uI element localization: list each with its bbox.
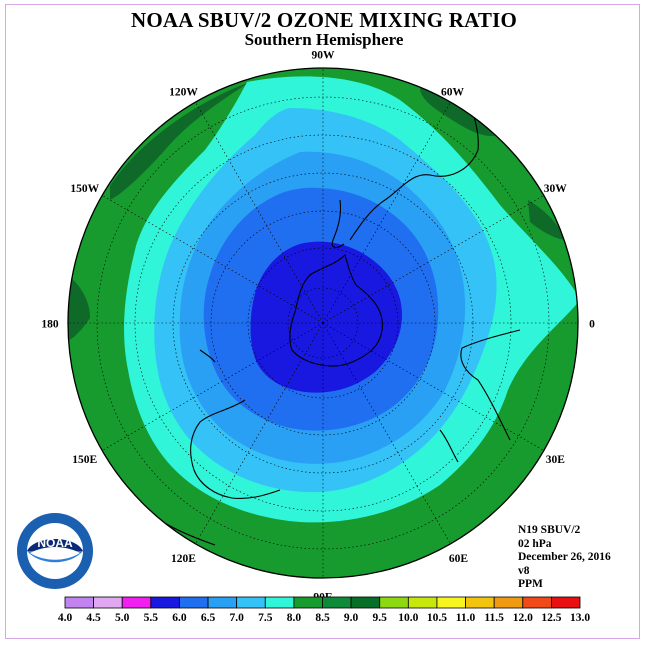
colorbar-swatch (407, 596, 438, 609)
meridian-line (195, 102, 324, 324)
colorbar-tick-label: 12.5 (541, 612, 561, 624)
colorbar-tick-label: 7.5 (258, 612, 273, 624)
colorbar-tick-label: 4.0 (58, 612, 73, 624)
info-date: December 26, 2016 (518, 551, 611, 563)
meridian-line (322, 195, 544, 324)
colorbar-tick-label: 11.0 (456, 612, 476, 624)
meridian-line (322, 322, 451, 544)
colorbar-tick-label: 8.0 (287, 612, 302, 624)
map-boundary (67, 67, 579, 579)
meridian-line (102, 195, 324, 324)
info-panel: N19 SBUV/2 02 hPa December 26, 2016 v8 P… (518, 524, 611, 592)
band-8.5-9.0-patch-ne (420, 88, 500, 136)
colorbar-swatch (465, 596, 495, 609)
longitude-label: 120E (171, 553, 196, 565)
colorbar-swatch (64, 596, 95, 609)
meridians (68, 68, 578, 578)
band-8.5-9.0-patch-w (68, 275, 90, 340)
colorbar-tick-label: 9.0 (344, 612, 359, 624)
longitude-label: 120W (169, 86, 198, 98)
longitude-label: 60E (449, 553, 469, 565)
band-8.5-9.0-patch-nw (110, 82, 250, 200)
colorbar-tick-label: 10.0 (398, 612, 418, 624)
longitude-label: 30W (544, 183, 568, 195)
colorbar-labels: 4.0 4.5 5.0 5.5 6.0 6.5 7.0 7.5 8.0 8.5 9.0 9.5 10.0… (58, 612, 591, 624)
colorbar-swatch (493, 596, 524, 609)
longitude-label: 150W (70, 183, 99, 195)
colorbar-swatch (236, 596, 266, 609)
colorbar-swatch (93, 596, 123, 609)
colorbar-tick-label: 4.5 (86, 612, 101, 624)
meridian-line (195, 322, 324, 544)
longitude-label: 90W (312, 50, 336, 62)
noaa-logo: NOAA (17, 513, 93, 589)
colorbar-swatch (436, 596, 466, 609)
colorbar-swatch (207, 596, 238, 609)
meridian-line (322, 322, 544, 451)
band-8.5-9.0-patch-e (528, 200, 565, 240)
colorbar-swatch (322, 596, 352, 609)
colorbar-swatch (522, 596, 552, 609)
colorbar-swatch (121, 596, 152, 609)
colorbar-swatch (550, 596, 581, 609)
colorbar-tick-label: 6.0 (172, 612, 187, 624)
coastlines (159, 87, 521, 546)
colorbar-swatch (293, 596, 323, 609)
longitude-label: 30E (546, 454, 566, 466)
colorbar-tick-label: 7.0 (229, 612, 244, 624)
longitude-label: 60W (441, 86, 465, 98)
longitude-label: 0 (589, 319, 595, 331)
longitude-label: 150E (72, 454, 97, 466)
info-units: PPM (518, 578, 543, 590)
colorbar (64, 596, 581, 609)
page-subtitle: Southern Hemisphere (244, 30, 404, 49)
colorbar-tick-label: 6.5 (201, 612, 216, 624)
figure-frame (5, 4, 640, 639)
page-title: NOAA SBUV/2 OZONE MIXING RATIO (131, 8, 517, 32)
meridian-line (322, 102, 451, 324)
colorbar-tick-label: 13.0 (570, 612, 590, 624)
info-version: v8 (518, 564, 530, 577)
noaa-logo-text: NOAA (37, 536, 73, 550)
info-level: 02 hPa (518, 537, 552, 550)
info-instrument: N19 SBUV/2 (518, 524, 581, 536)
colorbar-tick-label: 5.0 (115, 612, 130, 624)
band-le-6.0 (250, 241, 402, 393)
colorbar-swatch (350, 596, 381, 609)
colorbar-tick-label: 11.5 (484, 612, 504, 624)
colorbar-tick-label: 10.5 (427, 612, 447, 624)
meridian-line (102, 322, 324, 451)
colorbar-swatch (179, 596, 209, 609)
colorbar-swatch (150, 596, 180, 609)
colorbar-tick-label: 9.5 (373, 612, 388, 624)
colorbar-tick-label: 8.5 (315, 612, 330, 624)
colorbar-tick-label: 12.0 (513, 612, 533, 624)
colorbar-tick-label: 5.5 (144, 612, 159, 624)
longitude-label: 180 (41, 319, 59, 331)
colorbar-swatch (379, 596, 409, 609)
colorbar-swatch (264, 596, 295, 609)
